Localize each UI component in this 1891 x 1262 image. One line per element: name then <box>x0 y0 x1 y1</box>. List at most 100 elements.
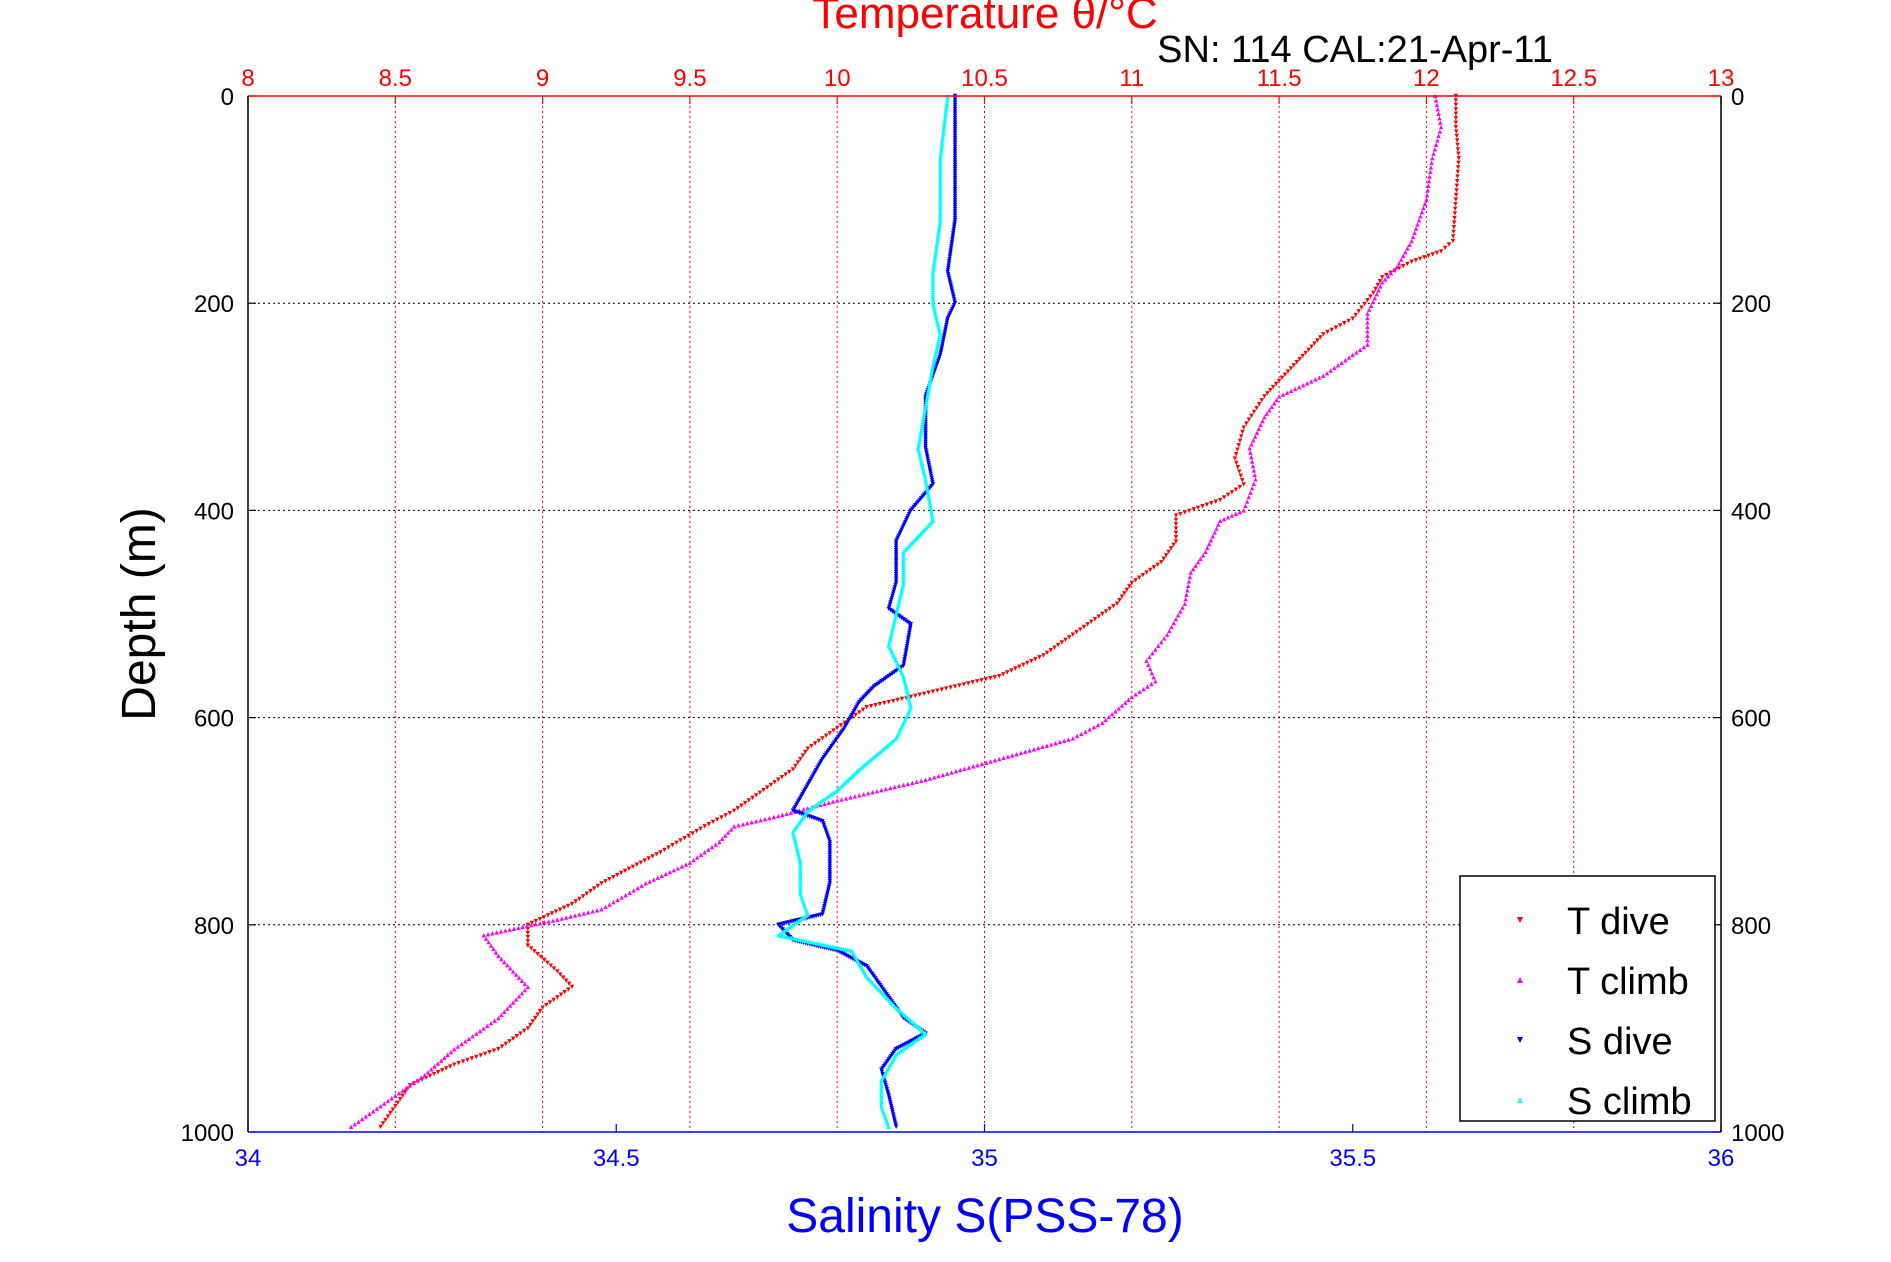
data-point <box>706 847 711 852</box>
data-point <box>937 224 942 229</box>
data-point <box>843 796 849 801</box>
data-point <box>1182 510 1188 515</box>
data-point <box>555 917 560 922</box>
data-point <box>683 862 689 867</box>
data-point <box>690 831 695 836</box>
data-point <box>1388 270 1394 276</box>
depth-tick-label-left: 200 <box>194 291 234 318</box>
data-point <box>1166 549 1171 555</box>
data-point <box>1373 286 1378 292</box>
data-point <box>925 488 930 493</box>
data-point <box>784 811 789 816</box>
data-point <box>798 756 803 762</box>
data-series <box>348 93 1462 1130</box>
data-point <box>528 946 534 951</box>
data-point <box>983 677 989 682</box>
data-point <box>1291 363 1297 368</box>
data-point <box>383 1117 388 1123</box>
data-point <box>1357 347 1363 353</box>
data-point <box>952 175 958 181</box>
data-point <box>1426 183 1431 188</box>
data-point <box>1037 655 1042 660</box>
data-point <box>940 133 946 139</box>
data-point <box>1367 307 1372 312</box>
data-point <box>800 753 806 758</box>
data-point <box>927 382 932 388</box>
data-point <box>952 124 958 130</box>
data-point <box>936 773 941 779</box>
data-point <box>919 426 924 431</box>
data-point <box>952 160 958 165</box>
data-point <box>422 1072 427 1078</box>
data-point <box>926 492 931 497</box>
data-point <box>492 1018 497 1023</box>
data-point <box>532 949 537 954</box>
data-point <box>1376 288 1381 293</box>
data-point <box>1353 312 1358 318</box>
data-point <box>1453 102 1459 108</box>
data-point <box>892 670 897 675</box>
data-point <box>901 576 906 581</box>
data-point <box>1285 369 1291 374</box>
data-point <box>892 784 897 790</box>
data-point <box>952 169 958 174</box>
data-point <box>975 762 980 768</box>
data-point <box>1437 116 1442 121</box>
data-point <box>1092 616 1098 622</box>
data-point <box>938 200 943 205</box>
data-point <box>882 700 887 706</box>
data-point <box>842 720 847 725</box>
data-point <box>1244 421 1249 426</box>
data-point <box>1236 443 1241 448</box>
data-point <box>926 494 931 499</box>
data-point <box>525 922 531 927</box>
data-point <box>928 376 933 381</box>
data-point <box>352 1122 357 1127</box>
data-point <box>731 808 737 814</box>
data-point <box>1178 511 1183 517</box>
data-point <box>857 793 862 798</box>
data-point <box>1074 733 1080 739</box>
data-point <box>1455 169 1461 175</box>
data-point <box>1185 583 1191 589</box>
data-point <box>562 989 567 995</box>
top-axis-title: Temperature θ/°C <box>812 0 1157 38</box>
data-point <box>1059 640 1065 645</box>
data-point <box>790 767 796 772</box>
data-point <box>930 274 936 279</box>
data-point <box>1451 229 1456 235</box>
data-point <box>940 135 945 141</box>
data-point <box>992 674 998 680</box>
data-point <box>529 920 535 926</box>
data-point <box>930 283 936 288</box>
data-point <box>1150 651 1155 656</box>
data-point <box>924 485 930 491</box>
data-point <box>1429 160 1434 165</box>
data-point <box>1048 648 1053 653</box>
data-point <box>1251 409 1257 415</box>
data-point <box>477 1028 483 1034</box>
data-point <box>938 209 943 214</box>
data-point <box>1455 147 1461 152</box>
data-point <box>886 673 891 679</box>
data-point <box>1335 363 1341 368</box>
data-point <box>835 798 840 803</box>
data-point <box>1354 350 1359 355</box>
data-point <box>901 554 906 559</box>
data-point <box>1382 277 1388 282</box>
data-point <box>952 113 958 119</box>
data-point <box>1453 124 1459 130</box>
data-point <box>742 800 748 806</box>
data-point <box>1155 562 1160 567</box>
data-point <box>938 151 944 156</box>
data-point <box>1416 218 1422 223</box>
data-point <box>1144 570 1149 575</box>
data-point <box>511 926 517 931</box>
data-point <box>427 1073 433 1079</box>
salinity-tick-label: 35.5 <box>1329 1145 1376 1172</box>
data-point <box>407 1083 413 1088</box>
data-point <box>916 443 921 449</box>
data-point <box>1225 515 1231 520</box>
data-point <box>798 862 803 868</box>
data-point <box>952 140 958 145</box>
